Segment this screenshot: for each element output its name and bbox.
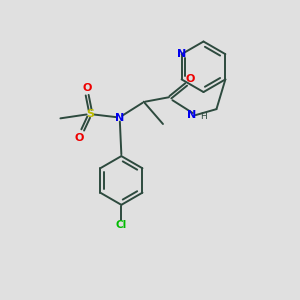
Text: Cl: Cl [116,220,127,230]
Text: N: N [177,49,186,59]
Text: H: H [200,112,207,121]
Text: S: S [86,109,94,118]
Text: O: O [185,74,194,84]
Text: N: N [187,110,196,120]
Text: O: O [82,83,92,93]
Text: O: O [74,133,84,143]
Text: N: N [115,113,124,123]
